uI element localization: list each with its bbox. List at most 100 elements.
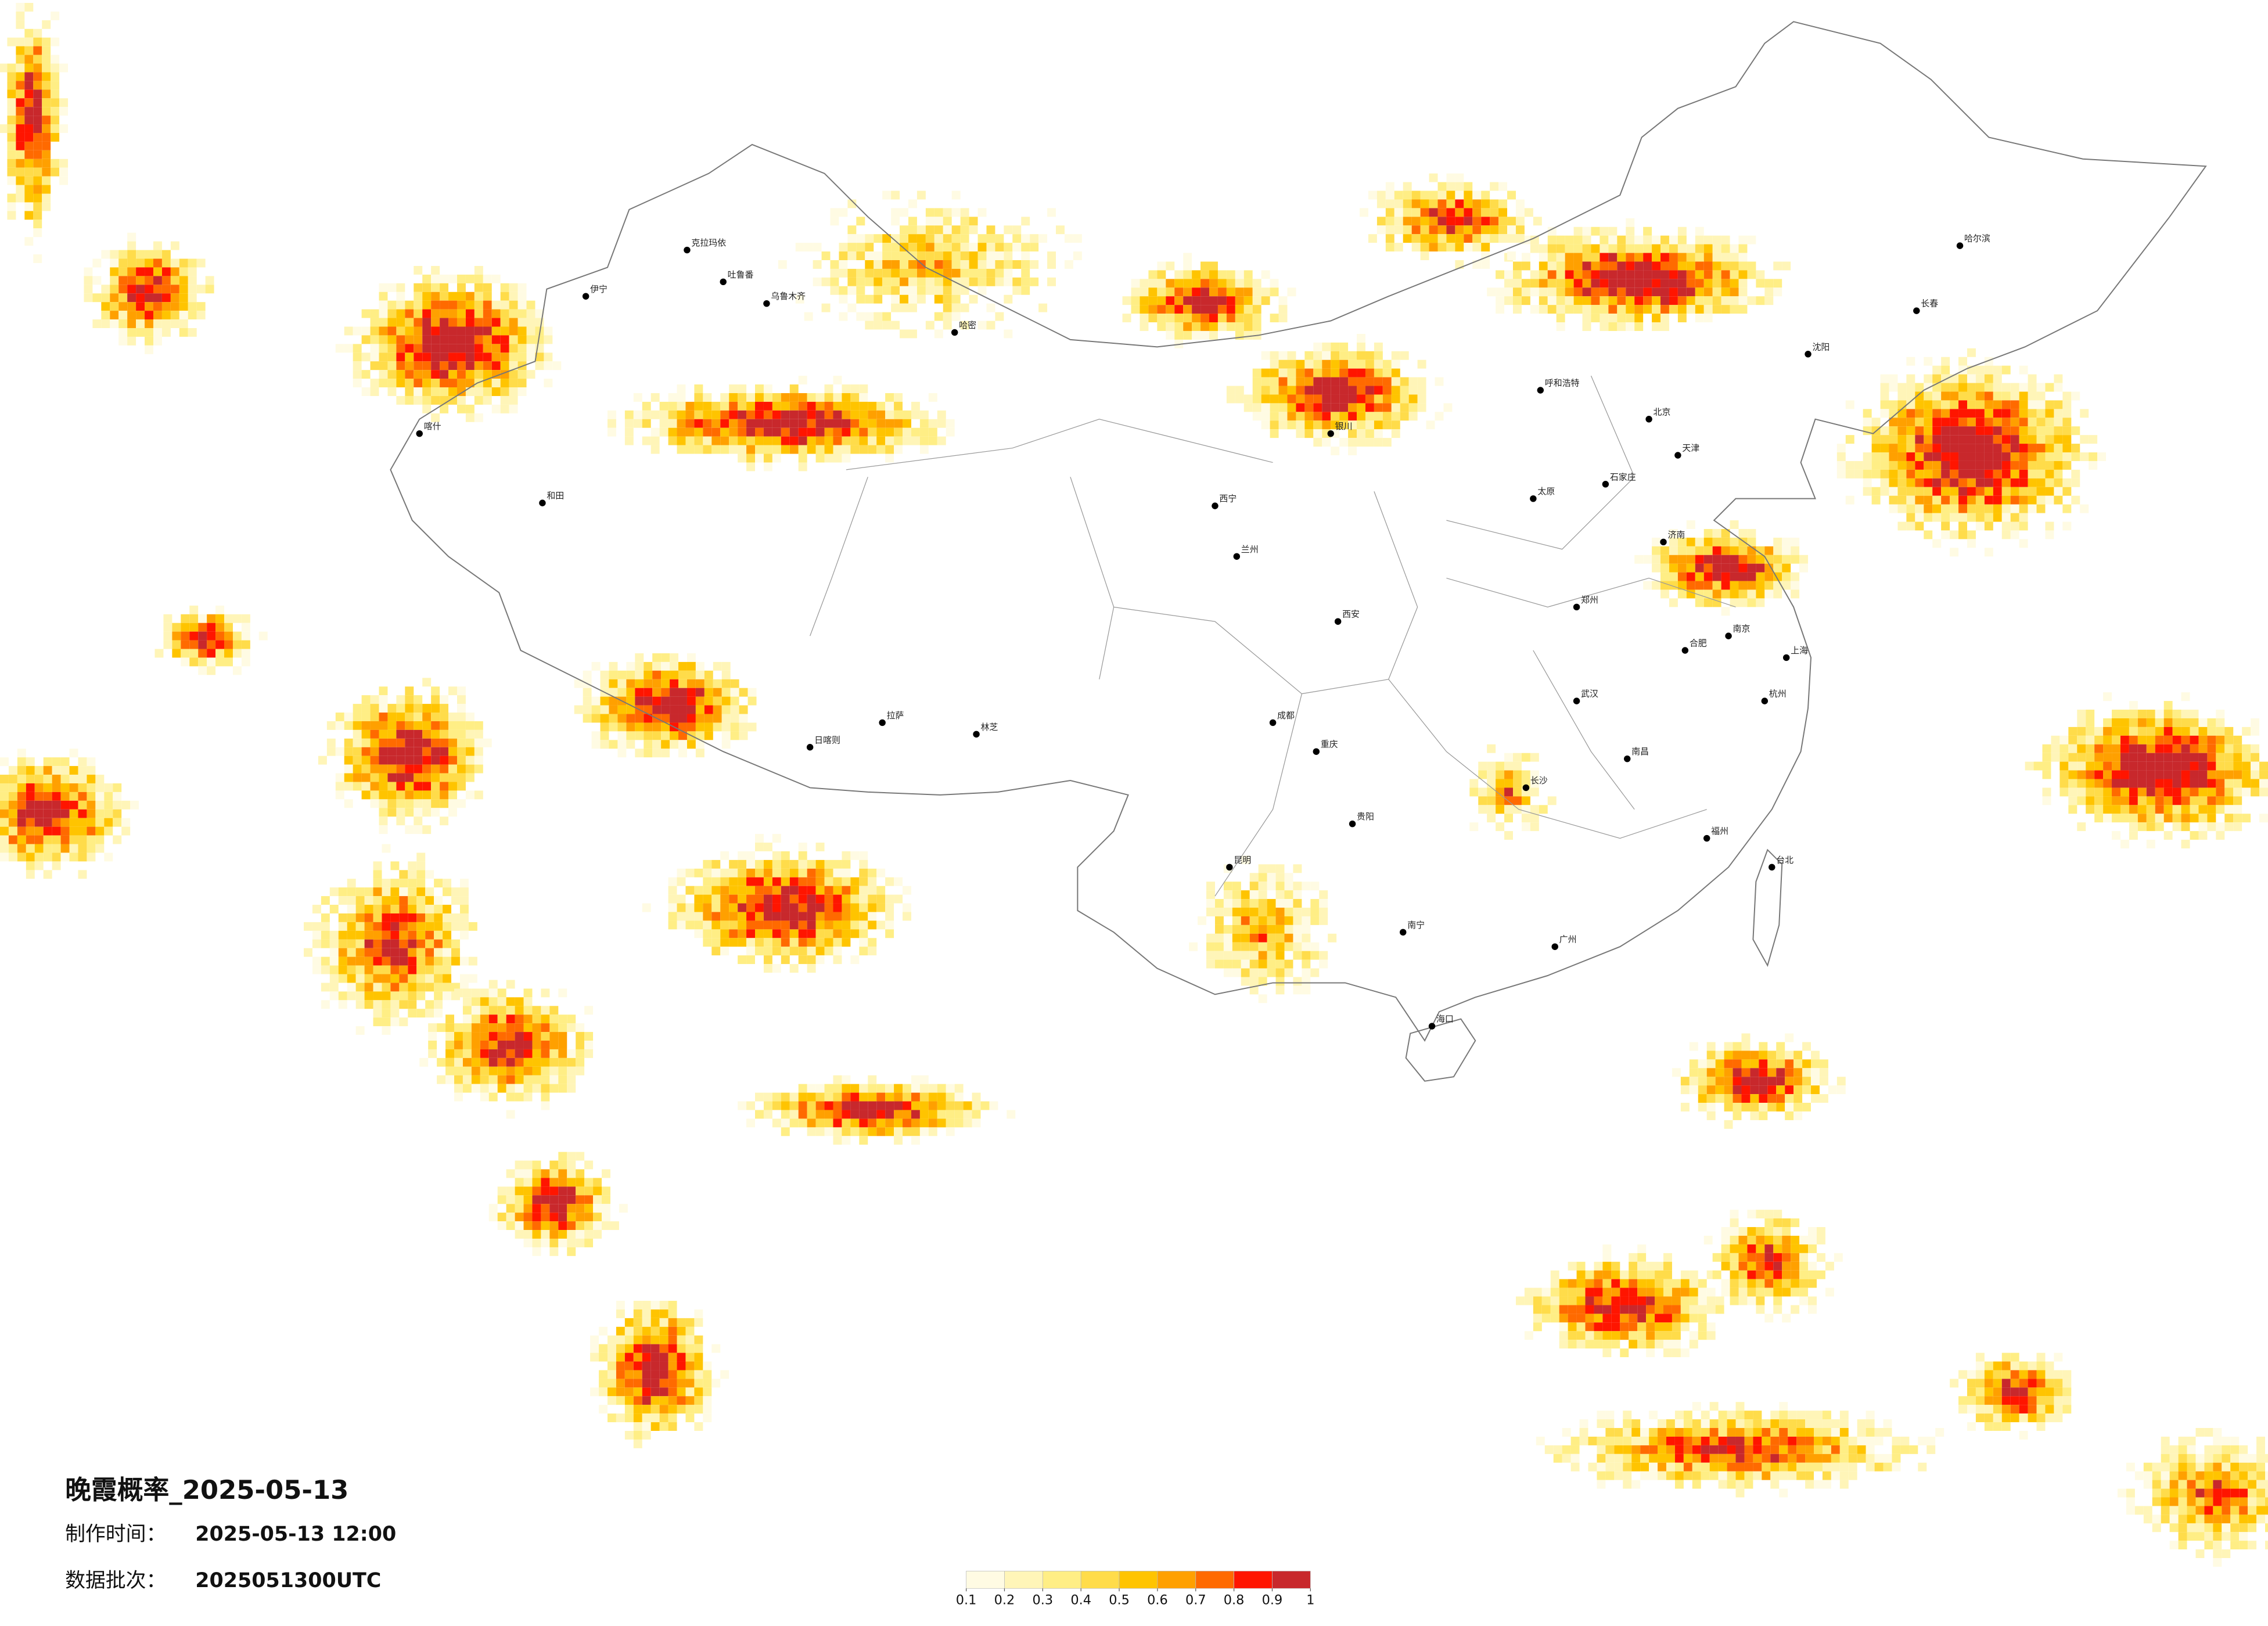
probability-cell <box>1874 1436 1884 1445</box>
probability-cell <box>1703 270 1713 279</box>
probability-cell <box>850 445 860 454</box>
probability-cell <box>650 1396 660 1405</box>
probability-cell <box>2001 1379 2011 1388</box>
probability-cell <box>1201 296 1210 305</box>
probability-cell <box>2001 391 2011 401</box>
probability-cell <box>711 410 721 419</box>
probability-cell <box>396 695 405 704</box>
probability-cell <box>353 747 362 756</box>
probability-cell <box>87 826 96 836</box>
probability-cell <box>1576 1296 1586 1305</box>
probability-cell <box>1695 287 1704 297</box>
probability-cell <box>2068 770 2077 779</box>
probability-cell <box>136 293 145 303</box>
probability-cell <box>414 756 423 765</box>
probability-cell <box>928 1118 937 1128</box>
probability-cell <box>661 688 670 697</box>
probability-cell <box>465 335 475 344</box>
probability-cell <box>1724 1094 1733 1103</box>
probability-cell <box>868 419 877 428</box>
probability-cell <box>2089 461 2098 470</box>
probability-cell <box>451 956 460 966</box>
probability-cell <box>668 401 677 411</box>
probability-cell <box>440 370 449 379</box>
probability-cell <box>361 738 371 747</box>
probability-cell <box>616 1344 625 1353</box>
probability-cell <box>431 747 440 756</box>
probability-cell <box>1504 270 1513 279</box>
probability-cell <box>1617 287 1626 297</box>
probability-cell <box>2137 710 2147 718</box>
probability-cell <box>1313 403 1322 412</box>
probability-cell <box>60 775 70 783</box>
probability-cell <box>1591 296 1600 305</box>
probability-cell <box>668 1370 677 1379</box>
probability-cell <box>576 1057 585 1067</box>
probability-cell <box>2216 735 2225 744</box>
probability-cell <box>431 686 440 696</box>
probability-cell <box>1192 314 1201 323</box>
probability-cell <box>1565 253 1574 262</box>
probability-cell <box>2137 735 2147 744</box>
probability-cell <box>1915 435 1924 444</box>
probability-cell <box>448 370 457 379</box>
probability-cell <box>347 974 356 983</box>
probability-cell <box>1209 305 1218 314</box>
probability-cell <box>33 141 42 150</box>
probability-cell <box>856 251 865 260</box>
probability-cell <box>1721 1236 1730 1244</box>
probability-cell <box>1764 287 1774 297</box>
probability-cell <box>847 268 857 278</box>
probability-cell <box>2146 822 2155 832</box>
probability-cell <box>1738 1296 1748 1305</box>
probability-cell <box>1692 1462 1701 1472</box>
probability-cell <box>1750 1094 1759 1103</box>
probability-cell <box>911 1075 920 1084</box>
probability-cell <box>118 336 128 346</box>
probability-cell <box>1750 1111 1759 1120</box>
probability-cell <box>1993 1387 2002 1397</box>
probability-cell <box>694 1309 703 1318</box>
probability-cell <box>2163 753 2173 762</box>
probability-cell <box>685 903 695 912</box>
probability-cell <box>344 782 353 791</box>
probability-cell <box>772 454 781 463</box>
probability-cell <box>1915 452 1924 461</box>
probability-cell <box>1521 287 1530 297</box>
probability-cell <box>652 705 662 714</box>
probability-cell <box>772 1101 781 1110</box>
probability-cell <box>1967 374 1976 383</box>
probability-cell <box>885 1101 894 1110</box>
probability-cell <box>916 234 926 243</box>
probability-cell <box>364 939 373 948</box>
probability-cell <box>798 376 807 385</box>
probability-cell <box>1512 305 1522 314</box>
probability-cell <box>523 1092 533 1102</box>
probability-cell <box>1695 244 1704 253</box>
probability-cell <box>42 20 51 29</box>
probability-cell <box>431 782 440 791</box>
probability-cell <box>558 1075 567 1084</box>
probability-cell <box>943 234 952 243</box>
probability-cell <box>1958 452 1967 461</box>
probability-cell <box>2094 735 2104 744</box>
probability-cell <box>1597 1419 1606 1429</box>
probability-cell <box>399 922 408 931</box>
probability-cell <box>422 825 432 834</box>
probability-cell <box>1677 581 1687 590</box>
probability-cell <box>1721 261 1730 271</box>
probability-cell <box>1975 391 1985 401</box>
probability-cell <box>951 234 961 243</box>
probability-cell <box>1201 270 1210 279</box>
probability-cell <box>969 294 978 304</box>
probability-cell <box>1677 261 1687 271</box>
probability-cell <box>584 1041 594 1049</box>
probability-cell <box>807 1084 816 1093</box>
probability-cell <box>1243 279 1253 288</box>
probability-cell <box>491 309 501 318</box>
probability-cell <box>1785 1094 1794 1103</box>
probability-cell <box>694 436 703 445</box>
probability-cell <box>1764 546 1774 555</box>
probability-cell <box>1756 1279 1765 1288</box>
probability-cell <box>387 729 397 739</box>
